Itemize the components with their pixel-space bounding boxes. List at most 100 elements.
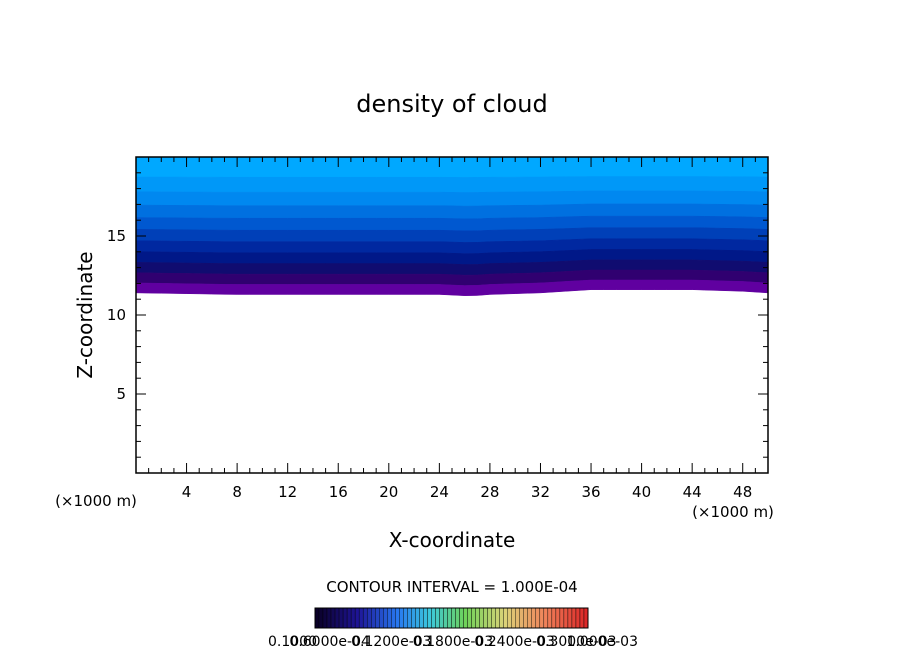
colorbar-swatch xyxy=(383,607,388,629)
colorbar-swatch xyxy=(479,607,484,629)
colorbar-swatch xyxy=(431,607,436,629)
colorbar-swatch xyxy=(403,607,408,629)
x-tick-label: 40 xyxy=(632,483,651,501)
x-unit-left: (×1000 m) xyxy=(55,492,137,510)
x-tick-label: 48 xyxy=(733,483,752,501)
y-tick-label: 5 xyxy=(116,385,126,403)
x-tick-label: 24 xyxy=(430,483,449,501)
colorbar-label: 0.6000e-04 xyxy=(289,634,370,650)
colorbar-swatch xyxy=(459,607,464,629)
colorbar-swatch xyxy=(551,607,557,629)
colorbar xyxy=(314,607,589,629)
colorbar-swatch xyxy=(503,607,508,629)
colorbar-swatch xyxy=(371,607,376,629)
cloud-band xyxy=(135,176,769,193)
colorbar-swatch xyxy=(535,607,541,629)
x-unit-right: (×1000 m) xyxy=(692,503,774,521)
colorbar-swatch xyxy=(423,607,428,629)
x-tick-label: 4 xyxy=(182,483,192,501)
colorbar-swatch xyxy=(539,607,545,629)
colorbar-swatch xyxy=(379,607,384,629)
colorbar-swatch xyxy=(338,607,344,629)
colorbar-swatch xyxy=(555,607,561,629)
colorbar-swatch xyxy=(366,607,372,629)
colorbar-swatch xyxy=(579,607,585,629)
colorbar-swatch xyxy=(350,607,356,629)
colorbar-swatch xyxy=(499,607,504,629)
colorbar-swatch xyxy=(519,607,524,629)
colorbar-swatch xyxy=(358,607,364,629)
colorbar-swatch xyxy=(475,607,480,629)
colorbar-swatch xyxy=(447,607,452,629)
cloud-density-field xyxy=(135,156,769,296)
x-axis-label: X-coordinate xyxy=(389,528,516,552)
x-tick-label: 20 xyxy=(379,483,398,501)
colorbar-swatch xyxy=(314,607,320,629)
colorbar-swatch xyxy=(318,607,324,629)
colorbar-labels: 0.10000.6000e-040.1200e-030.1800e-030.24… xyxy=(268,634,638,650)
colorbar-swatch xyxy=(515,607,520,629)
colorbar-swatch xyxy=(419,607,424,629)
colorbar-label: 1.000e-03 xyxy=(566,634,638,650)
colorbar-swatch xyxy=(415,607,420,629)
colorbar-swatch xyxy=(543,607,549,629)
x-tick-label: 8 xyxy=(232,483,242,501)
colorbar-swatch xyxy=(354,607,360,629)
colorbar-swatch xyxy=(435,607,440,629)
x-tick-label: 36 xyxy=(581,483,600,501)
colorbar-swatch xyxy=(399,607,404,629)
colorbar-swatch xyxy=(507,607,512,629)
colorbar-swatch xyxy=(491,607,496,629)
colorbar-swatch xyxy=(346,607,352,629)
colorbar-swatch xyxy=(330,607,336,629)
colorbar-swatch xyxy=(483,607,488,629)
colorbar-swatch xyxy=(334,607,340,629)
colorbar-swatch xyxy=(342,607,348,629)
colorbar-swatch xyxy=(487,607,492,629)
colorbar-label: 0.2400e-03 xyxy=(474,634,554,650)
colorbar-swatch xyxy=(439,607,444,629)
colorbar-swatch xyxy=(362,607,368,629)
colorbar-swatch xyxy=(451,607,456,629)
y-axis-label: Z-coordinate xyxy=(73,251,97,378)
colorbar-swatch xyxy=(391,607,396,629)
colorbar-label: 0.3000e-03 xyxy=(536,634,616,650)
colorbar-swatch xyxy=(375,607,380,629)
colorbar-swatch xyxy=(407,607,412,629)
colorbar-swatch xyxy=(575,607,581,629)
x-tick-label: 44 xyxy=(683,483,702,501)
x-tick-label: 12 xyxy=(278,483,297,501)
colorbar-swatch xyxy=(583,607,589,629)
colorbar-label: 0.1200e-03 xyxy=(351,634,431,650)
colorbar-swatch xyxy=(527,607,532,629)
colorbar-swatch xyxy=(395,607,400,629)
colorbar-swatch xyxy=(547,607,553,629)
colorbar-swatch xyxy=(322,607,328,629)
y-tick-label: 15 xyxy=(107,227,126,245)
colorbar-frame xyxy=(314,607,589,629)
x-tick-label: 28 xyxy=(480,483,499,501)
colorbar-swatch xyxy=(523,607,528,629)
colorbar-swatch xyxy=(495,607,500,629)
colorbar-swatch xyxy=(411,607,416,629)
colorbar-swatch xyxy=(563,607,569,629)
colorbar-swatch xyxy=(387,607,392,629)
colorbar-swatch xyxy=(427,607,432,629)
colorbar-swatch xyxy=(567,607,573,629)
colorbar-swatch xyxy=(443,607,448,629)
colorbar-swatch xyxy=(531,607,537,629)
x-tick-label: 16 xyxy=(329,483,348,501)
colorbar-swatch xyxy=(471,607,476,629)
colorbar-swatch xyxy=(463,607,468,629)
chart-title: density of cloud xyxy=(356,90,547,118)
colorbar-swatch xyxy=(326,607,332,629)
x-tick-label: 32 xyxy=(531,483,550,501)
contour-interval-text: CONTOUR INTERVAL = 1.000E-04 xyxy=(326,578,577,596)
colorbar-swatch xyxy=(467,607,472,629)
colorbar-label: 0.1800e-03 xyxy=(413,634,493,650)
colorbar-swatch xyxy=(455,607,460,629)
y-tick-label: 10 xyxy=(107,306,126,324)
colorbar-label: 0.1000 xyxy=(268,634,317,650)
